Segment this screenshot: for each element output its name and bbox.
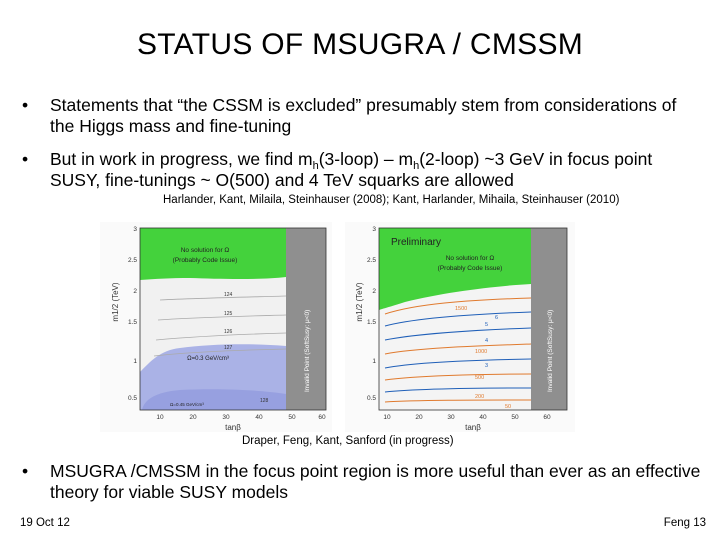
contour-label: 127: [224, 345, 233, 351]
subscript-h: h: [413, 160, 420, 172]
green-label-1: No solution for Ω: [181, 247, 230, 254]
bullet-marker: •: [22, 461, 29, 481]
invalid-label: Invalid Point (SoftSusy: μ<0): [547, 310, 554, 392]
citation-top: Harlander, Kant, Milaila, Steinhauser (2…: [163, 194, 620, 206]
contour-label: 125: [224, 311, 233, 317]
contour-line-blue: [384, 358, 532, 369]
contour-label: 200: [475, 394, 484, 400]
contour-line-orange: [384, 297, 532, 315]
x-tick: 50: [511, 414, 519, 421]
preliminary-label: Preliminary: [391, 237, 441, 248]
x-tick: 10: [383, 414, 391, 421]
y-tick: 1.5: [367, 319, 376, 326]
contour-line-orange: [384, 373, 532, 381]
contour-line: [157, 314, 287, 321]
x-tick: 30: [222, 414, 230, 421]
footer-date: 19 Oct 12: [20, 517, 70, 529]
x-axis-label: tanβ: [465, 423, 481, 432]
x-tick: 20: [189, 414, 197, 421]
bullet-text-part: But in work in progress, we find m: [50, 149, 313, 169]
contour-line-orange: [384, 343, 532, 355]
green-label-2: (Probably Code Issue): [173, 257, 238, 264]
y-tick: 0.5: [128, 395, 137, 402]
y-tick: 2.5: [128, 257, 137, 264]
green-region: [379, 228, 531, 310]
bullet-text: Statements that “the CSSM is excluded” p…: [50, 95, 677, 136]
contour-line: [155, 332, 287, 341]
invalid-region: [531, 228, 567, 410]
contour-line-orange: [384, 399, 532, 403]
invalid-region: [286, 228, 326, 410]
green-label-1: No solution for Ω: [446, 255, 495, 262]
citation-bottom: Draper, Feng, Kant, Sanford (in progress…: [242, 435, 454, 447]
contour-label: 128: [260, 398, 269, 404]
x-tick: 50: [288, 414, 296, 421]
y-tick: 2: [133, 288, 137, 295]
slide-title: STATUS OF MSUGRA / CMSSM: [136, 28, 584, 61]
x-tick: 40: [479, 414, 487, 421]
contour-label: 50: [505, 404, 511, 410]
y-tick: 0.5: [367, 395, 376, 402]
y-tick: 1.5: [128, 319, 137, 326]
contour-label: 5: [485, 322, 488, 328]
green-label-2: (Probably Code Issue): [438, 265, 503, 272]
x-tick: 20: [415, 414, 423, 421]
contour-label: 1500: [455, 306, 467, 312]
bullet-text-part: (3-loop) – m: [318, 149, 414, 169]
x-tick-labels: 10 20 30 40 50 60: [156, 414, 326, 421]
plot-frame: [139, 227, 327, 411]
x-tick: 30: [447, 414, 455, 421]
contour-line: [159, 295, 287, 301]
subscript-h: h: [312, 160, 319, 172]
right-plot: 1500 5 4 1000 3 500 200 50 6 Preliminary…: [345, 222, 575, 432]
y-tick: 3: [133, 226, 137, 233]
bottom-region-label: Ω=0.45 GeV/cm³: [170, 402, 204, 407]
bullet-marker: •: [22, 149, 29, 169]
contour-line-blue: [384, 387, 532, 393]
bullet-text: MSUGRA /CMSSM in the focus point region …: [50, 461, 701, 502]
blue-band: [142, 389, 286, 410]
x-tick: 40: [255, 414, 263, 421]
blue-region-label: Ω=0.3 GeV/cm³: [187, 356, 229, 362]
y-tick: 1: [133, 358, 137, 365]
invalid-label: Invalid Point (SoftSusy: μ<0): [304, 310, 311, 392]
x-tick-labels: 10 20 30 40 50 60: [383, 414, 551, 421]
contour-label: 3: [485, 363, 488, 369]
preliminary-box: [389, 234, 451, 248]
y-tick: 1: [372, 358, 376, 365]
x-tick: 10: [156, 414, 164, 421]
green-region: [140, 228, 286, 280]
contour-line-blue: [384, 311, 532, 327]
y-tick-labels: 3 2.5 2 1.5 1 0.5: [128, 226, 137, 402]
contour-label: 126: [224, 329, 233, 335]
bullet-text: But in work in progress, we find mh(3-lo…: [50, 149, 702, 191]
x-tick: 60: [318, 414, 326, 421]
y-tick: 2: [372, 288, 376, 295]
contour-label: 4: [485, 338, 488, 344]
contour-line-blue: [384, 327, 532, 341]
x-tick: 60: [543, 414, 551, 421]
contour-label: 6: [495, 315, 498, 321]
left-plot: 124 125 126 127 128 No solution for Ω (P…: [100, 222, 332, 432]
contour-label: 500: [475, 375, 484, 381]
y-tick: 3: [372, 226, 376, 233]
bullet-text-part: (2-loop) ~3 GeV in focus point SUSY, fin…: [50, 149, 653, 190]
contour-line: [153, 348, 287, 357]
y-tick-labels: 3 2.5 2 1.5 1 0.5: [367, 226, 376, 402]
x-axis-label: tanβ: [225, 423, 241, 432]
y-axis-label: m1/2 (TeV): [355, 282, 364, 321]
plot-frame: [378, 227, 568, 411]
y-tick: 2.5: [367, 257, 376, 264]
y-axis-label: m1/2 (TeV): [111, 282, 120, 321]
footer-page: Feng 13: [663, 517, 706, 529]
bullet-marker: •: [22, 95, 29, 115]
contour-labels: 1500 5 4 1000 3 500 200 50 6: [455, 306, 511, 410]
contour-label: 124: [224, 292, 233, 298]
contour-label: 1000: [475, 349, 487, 355]
